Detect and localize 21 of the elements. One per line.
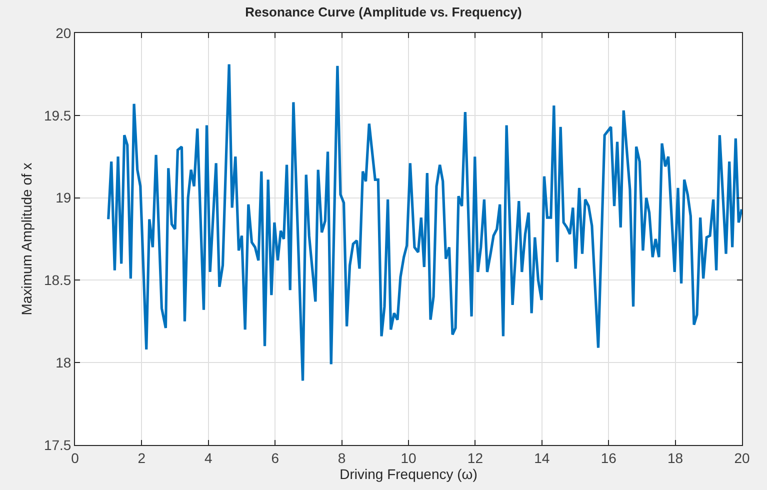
line-series [107,63,742,382]
x-tick-label: 4 [204,450,212,466]
x-tick-label: 18 [668,450,684,466]
x-tick-label: 12 [467,450,484,466]
x-tick-label: 10 [400,450,416,466]
x-tick-label: 2 [138,450,146,466]
y-axis-title: Maximum Amplitude of x [18,162,35,316]
x-tick-label: 20 [734,450,750,466]
x-tick-label: 6 [271,450,280,466]
y-tick-label: 19.5 [44,107,72,124]
x-tick-label: 8 [338,450,346,466]
x-tick-label: 0 [71,450,80,466]
y-tick-label: 19 [56,190,72,206]
y-tick-label: 18.5 [44,272,72,288]
y-tick-label: 20 [56,24,72,41]
x-axis-title: Driving Frequency (ω) [340,466,478,482]
x-tick-label: 14 [534,450,550,466]
chart-title: Resonance Curve (Amplitude vs. Frequency) [245,4,522,20]
y-tick-label: 18 [56,354,72,370]
x-tick-label: 16 [600,450,617,466]
y-tick-label: 17.5 [44,436,72,453]
